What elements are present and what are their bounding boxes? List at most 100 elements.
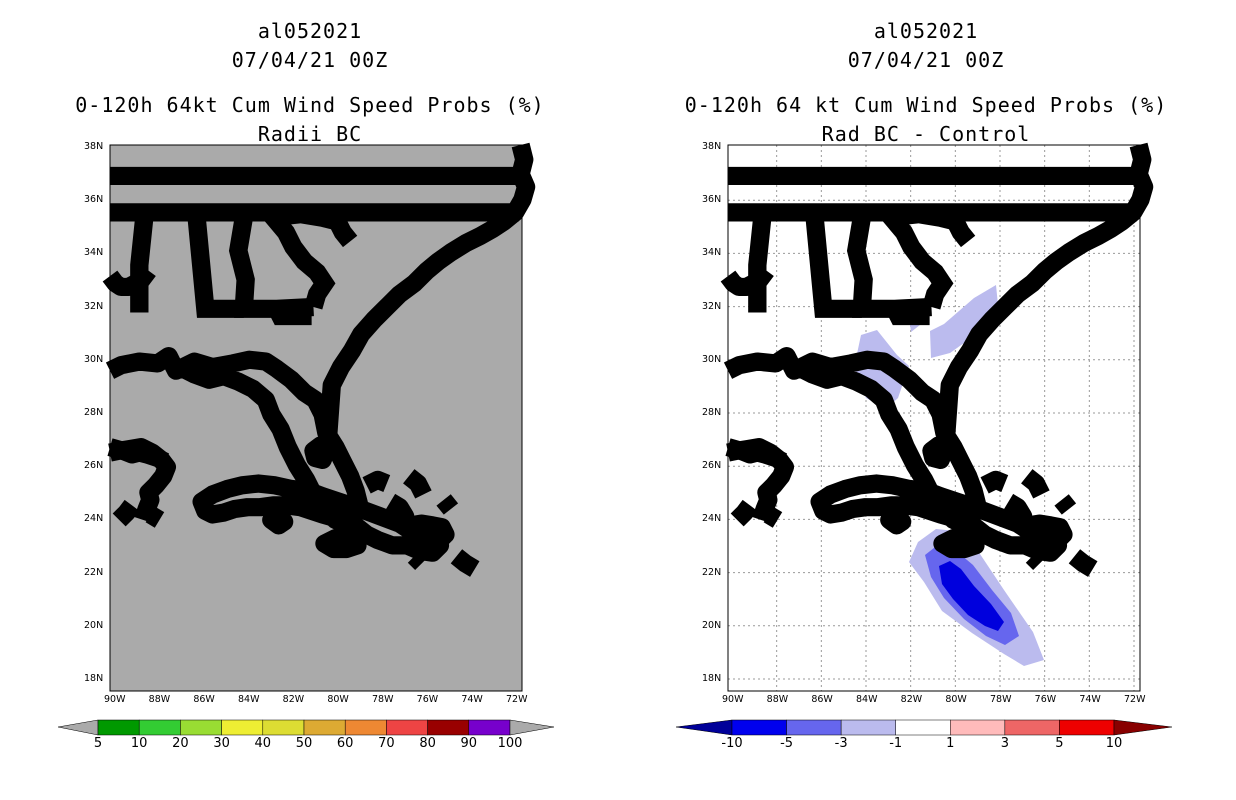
- left-colorbar-label: 50: [295, 736, 313, 751]
- left-colorbar-label: 20: [172, 736, 189, 751]
- left-colorbar-left-arrow: [57, 719, 99, 736]
- lat-label-left-30N: 30N: [84, 353, 104, 365]
- right-colorbar-label: 10: [1105, 736, 1123, 751]
- lon-label-left-80W: 80W: [327, 694, 349, 705]
- left-title-block: al052021 07/04/21 00Z 0-120h 64kt Cum Wi…: [40, 17, 580, 149]
- contour-dark-cuba: [939, 561, 1004, 631]
- left-colorbar-label: 80: [419, 736, 436, 751]
- lat-label-left-34N: 34N: [84, 247, 104, 259]
- lat-label-right-28N: 28N: [702, 407, 722, 418]
- right-colorbar-label: -5: [780, 736, 794, 751]
- lat-label-right-34N: 34N: [702, 247, 722, 259]
- right-colorbar-swatch: [895, 719, 951, 736]
- left-colorbar-label: 10: [130, 736, 148, 751]
- lon-label-left-82W: 82W: [282, 694, 305, 705]
- right-map: [728, 145, 1140, 692]
- left-colorbar-label: 5: [93, 736, 103, 751]
- lat-label-left-32N: 32N: [84, 300, 104, 312]
- left-colorbar-swatch: [97, 719, 140, 736]
- right-colorbar-label: -3: [834, 736, 848, 751]
- lat-label-right-38N: 38N: [702, 141, 722, 152]
- left-colorbar-swatch: [427, 719, 470, 736]
- left-colorbar-swatch: [180, 719, 222, 736]
- lon-label-left-90W: 90W: [104, 694, 126, 705]
- left-colorbar-swatch: [386, 719, 428, 736]
- left-colorbar: 5 10 20 30 40 50 60 70 80 90 100: [57, 718, 555, 758]
- right-colorbar-swatch: [1059, 719, 1115, 736]
- right-colorbar-label: -10: [721, 736, 743, 751]
- right-colorbar-label: 5: [1055, 736, 1064, 751]
- lat-label-left-18N: 18N: [84, 673, 104, 684]
- right-subtitle: Rad BC - Control: [821, 122, 1031, 146]
- lat-label-right-32N: 32N: [702, 300, 722, 312]
- left-map-svg: [110, 145, 522, 692]
- lon-label-right-88W: 88W: [766, 694, 789, 705]
- right-colorbar-right-arrow: [1113, 719, 1173, 736]
- lat-label-right-36N: 36N: [702, 194, 722, 206]
- lat-label-right-30N: 30N: [702, 353, 722, 365]
- right-colorbar-swatch: [731, 719, 787, 736]
- lat-label-right-20N: 20N: [702, 619, 722, 631]
- lat-label-right-26N: 26N: [702, 460, 722, 472]
- left-colorbar-svg: [57, 719, 555, 736]
- lon-label-right-72W: 72W: [1124, 694, 1146, 705]
- right-colorbar-svg: [675, 719, 1173, 736]
- right-storm-id: al052021: [873, 19, 979, 43]
- right-colorbar-swatch: [786, 719, 842, 736]
- right-title: 0-120h 64 kt Cum Wind Speed Probs (%): [684, 93, 1168, 117]
- left-colorbar-swatch: [303, 719, 346, 736]
- left-storm-id: al052021: [257, 19, 363, 43]
- lon-label-right-80W: 80W: [945, 694, 967, 705]
- lon-label-left-84W: 84W: [238, 694, 260, 705]
- lon-label-left-86W: 86W: [193, 694, 215, 705]
- lon-label-right-84W: 84W: [856, 694, 878, 705]
- left-colorbar-label: 90: [460, 736, 478, 751]
- right-colorbar-swatch: [840, 719, 896, 736]
- left-colorbar-swatch: [344, 719, 387, 736]
- lat-label-right-22N: 22N: [702, 566, 722, 578]
- left-title: 0-120h 64kt Cum Wind Speed Probs (%): [75, 93, 545, 117]
- right-colorbar-label: -1: [889, 736, 903, 751]
- lon-label-left-76W: 76W: [416, 694, 439, 705]
- right-date: 07/04/21 00Z: [847, 48, 1005, 72]
- lat-label-right-18N: 18N: [702, 673, 722, 684]
- left-colorbar-label: 30: [213, 736, 230, 751]
- left-colorbar-swatch: [468, 719, 511, 736]
- left-date: 07/04/21 00Z: [231, 48, 389, 72]
- left-colorbar-swatch: [262, 719, 305, 736]
- right-colorbar-label: 1: [946, 736, 955, 751]
- lon-label-left-88W: 88W: [148, 694, 171, 705]
- lat-label-left-24N: 24N: [84, 513, 104, 525]
- right-colorbar-left-arrow: [675, 719, 733, 736]
- lon-label-left-74W: 74W: [461, 694, 483, 705]
- right-colorbar: -10 -5 -3 -1 1 3 5 10: [675, 718, 1173, 758]
- left-map: [110, 145, 522, 692]
- right-title-block: al052021 07/04/21 00Z 0-120h 64 kt Cum W…: [656, 17, 1196, 149]
- lat-label-left-36N: 36N: [84, 194, 104, 206]
- contour-light-offshore: [930, 285, 999, 358]
- lon-label-left-78W: 78W: [372, 694, 394, 705]
- lon-label-right-90W: 90W: [722, 694, 744, 705]
- left-colorbar-swatch: [138, 719, 181, 736]
- lat-label-left-22N: 22N: [84, 566, 104, 578]
- lon-label-right-74W: 74W: [1079, 694, 1101, 705]
- left-colorbar-label: 60: [336, 736, 354, 751]
- lat-label-left-38N: 38N: [84, 141, 104, 152]
- left-colorbar-swatch: [221, 719, 264, 736]
- right-colorbar-swatch: [1004, 719, 1060, 736]
- left-colorbar-label: 40: [254, 736, 272, 751]
- left-colorbar-label: 70: [378, 736, 395, 751]
- lon-label-right-76W: 76W: [1034, 694, 1057, 705]
- lat-label-left-26N: 26N: [84, 460, 104, 472]
- right-map-svg: [728, 145, 1140, 692]
- lat-label-right-24N: 24N: [702, 513, 722, 525]
- right-colorbar-label: 3: [1000, 736, 1009, 751]
- lat-label-left-20N: 20N: [84, 619, 104, 631]
- lon-label-right-82W: 82W: [900, 694, 923, 705]
- lon-label-right-78W: 78W: [990, 694, 1012, 705]
- lat-label-left-28N: 28N: [84, 407, 104, 418]
- left-colorbar-label: 100: [497, 736, 523, 751]
- left-subtitle: Radii BC: [257, 122, 363, 146]
- right-colorbar-swatch: [950, 719, 1006, 736]
- left-colorbar-right-arrow: [509, 719, 555, 736]
